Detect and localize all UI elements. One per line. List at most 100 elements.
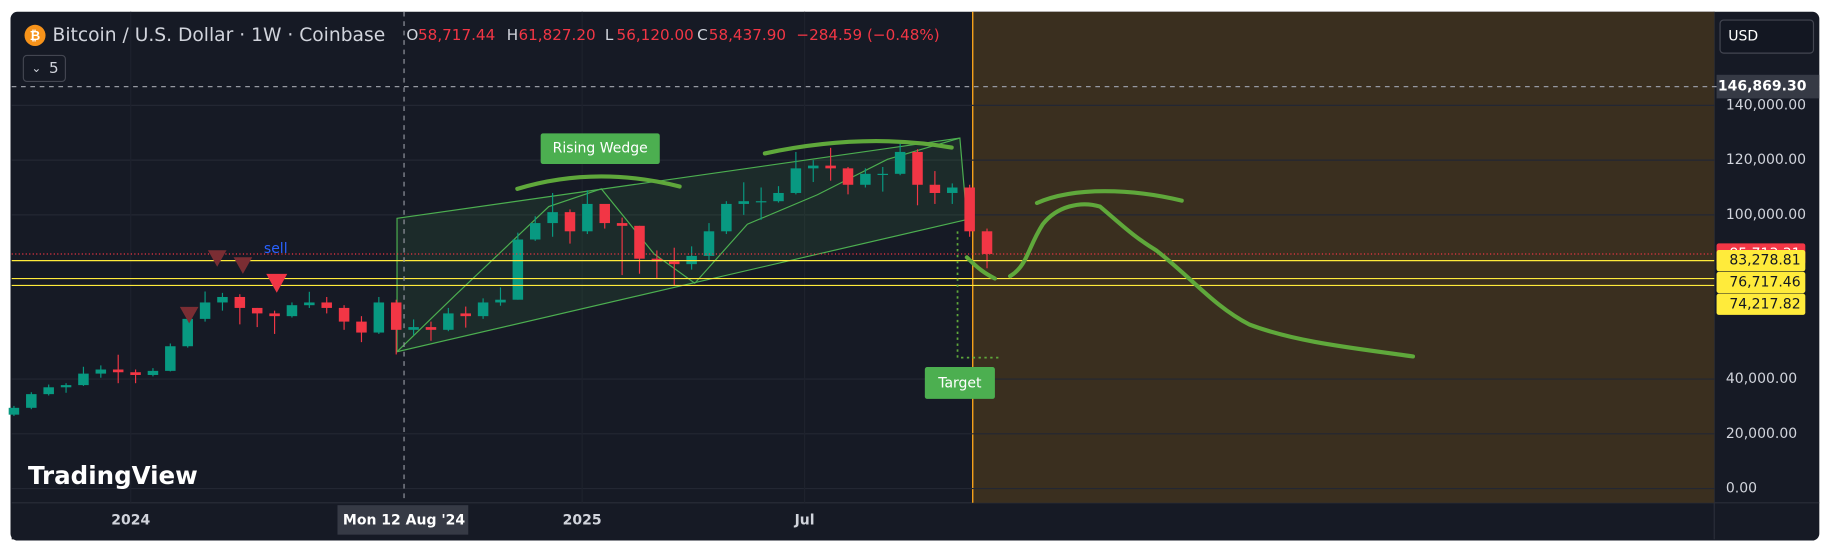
- ohlc-value: 58,437.90: [709, 26, 786, 44]
- candle-body: [947, 187, 958, 193]
- symbol-title: Bitcoin / U.S. Dollar · 1W · Coinbase: [53, 25, 386, 46]
- candle-body: [912, 151, 923, 185]
- candle-body: [703, 231, 715, 256]
- candle-body: [721, 203, 732, 232]
- ohlc-key: H: [507, 26, 518, 44]
- price-level-label: 74,217.82: [1729, 296, 1800, 312]
- price-level-tag: [1716, 250, 1806, 272]
- candle-body: [286, 305, 298, 317]
- grid: [11, 11, 1715, 503]
- candle-body: [425, 327, 437, 330]
- candle-body: [877, 173, 889, 176]
- candle-body: [547, 212, 558, 224]
- hand-drawn-projection: [515, 139, 1415, 359]
- candle-body: [512, 239, 524, 300]
- y-tick-label: 0.00: [1726, 481, 1757, 497]
- candle-body: [790, 168, 802, 193]
- y-tick-label: 100,000.00: [1726, 207, 1806, 223]
- ohlc-key: O: [406, 26, 418, 44]
- candle-body: [964, 187, 975, 232]
- candle-body: [668, 261, 680, 265]
- ohlc-key: C: [697, 26, 708, 44]
- candle-body: [599, 203, 610, 224]
- candle-body: [616, 223, 628, 226]
- x-tick-label: 2025: [563, 512, 602, 528]
- candle-body: [182, 318, 193, 347]
- ohlc-value: 56,120.00: [617, 26, 694, 44]
- candle-body: [95, 369, 107, 374]
- candle-body: [825, 165, 836, 169]
- candle-body: [582, 203, 593, 232]
- candle-body: [842, 168, 854, 185]
- crosshair-price-label: 146,869.30: [1718, 79, 1807, 95]
- candle-body: [529, 223, 541, 240]
- sell-marker: [266, 273, 288, 293]
- crosshair-time-label: Mon 12 Aug '24: [343, 512, 465, 528]
- candle-body: [60, 385, 72, 388]
- candle-body: [199, 302, 211, 319]
- candle-body: [860, 173, 871, 185]
- candle-body: [8, 407, 20, 415]
- candle-body: [738, 201, 750, 204]
- currency-label: USD: [1728, 29, 1758, 45]
- ohlc-value: 61,827.20: [518, 26, 595, 44]
- candle-body: [338, 307, 350, 322]
- projection-zone: [972, 11, 1715, 503]
- candle-body: [564, 212, 576, 232]
- candle-body: [929, 184, 941, 193]
- pattern-label: Rising Wedge: [553, 141, 648, 157]
- ohlc-value: 58,717.44: [418, 26, 495, 44]
- price-level-label: 83,278.81: [1729, 253, 1800, 269]
- candle-body: [26, 394, 37, 408]
- target-box: [924, 367, 995, 399]
- candle-body: [356, 321, 367, 333]
- y-tick-label: 140,000.00: [1726, 97, 1806, 113]
- candle-body: [147, 370, 159, 375]
- candle-body: [460, 313, 471, 317]
- candle-body: [477, 302, 489, 317]
- candle-body: [808, 165, 819, 169]
- candle-body: [390, 302, 402, 330]
- x-tick-label: Jul: [794, 512, 815, 528]
- y-tick-label: 120,000.00: [1726, 152, 1806, 168]
- ohlc-legend: O 58,717.44 H 61,827.20 L 56,120.00 C 58,437.90: [406, 26, 786, 44]
- candle-body: [43, 387, 54, 395]
- price-level-tag: [1716, 271, 1806, 294]
- time-axis: [11, 502, 1715, 540]
- candle-body: [304, 302, 315, 306]
- candle-body: [78, 373, 89, 386]
- pattern-box: [540, 133, 660, 165]
- candle-body: [112, 369, 124, 373]
- candle-body: [495, 299, 506, 303]
- candle-body: [234, 296, 246, 308]
- btc-icon-glyph: ₿: [30, 29, 40, 44]
- currency-button[interactable]: [1719, 19, 1815, 54]
- crosshair-time-tag: [337, 505, 469, 535]
- target-label: Target: [937, 376, 982, 392]
- candle-body: [217, 296, 228, 303]
- target-line: [956, 231, 1001, 359]
- y-tick-label: 20,000.00: [1726, 426, 1797, 442]
- candle-body: [269, 313, 280, 317]
- sell-marker: [179, 306, 199, 324]
- indicator-toggle[interactable]: [22, 54, 66, 83]
- price-level-label: 76,717.46: [1729, 274, 1800, 290]
- sell-marker: [207, 250, 227, 267]
- candle-body: [634, 225, 645, 259]
- watermark: TradingView: [28, 461, 198, 490]
- crosshair-price-tag: [1716, 74, 1820, 99]
- btc-icon: [24, 24, 46, 47]
- ohlc-key: L: [605, 26, 614, 44]
- sell-marker: [233, 257, 253, 274]
- candle-body: [755, 201, 767, 203]
- candle-body: [981, 231, 993, 254]
- candle-body: [373, 302, 385, 333]
- candle-body: [686, 255, 697, 265]
- candle-body: [408, 327, 419, 330]
- candle-body: [130, 372, 141, 375]
- candle-body: [251, 307, 263, 314]
- candle-body: [894, 151, 906, 174]
- y-tick-label: 40,000.00: [1726, 371, 1797, 387]
